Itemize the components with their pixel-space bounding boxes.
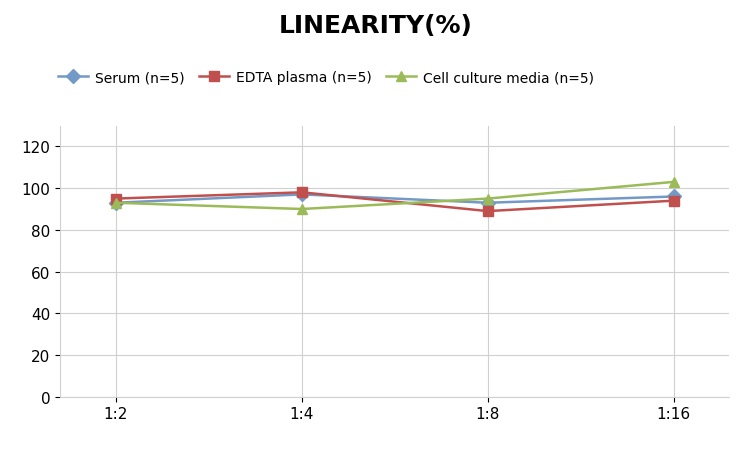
Serum (n=5): [669, 194, 678, 200]
Cell culture media (n=5): [669, 180, 678, 185]
Cell culture media (n=5): [297, 207, 306, 212]
Line: Serum (n=5): Serum (n=5): [111, 190, 678, 208]
Text: LINEARITY(%): LINEARITY(%): [279, 14, 473, 37]
EDTA plasma (n=5): [297, 190, 306, 196]
Cell culture media (n=5): [484, 197, 493, 202]
EDTA plasma (n=5): [484, 209, 493, 214]
Cell culture media (n=5): [111, 201, 120, 206]
Serum (n=5): [484, 201, 493, 206]
Legend: Serum (n=5), EDTA plasma (n=5), Cell culture media (n=5): Serum (n=5), EDTA plasma (n=5), Cell cul…: [52, 65, 600, 91]
Serum (n=5): [111, 201, 120, 206]
EDTA plasma (n=5): [111, 197, 120, 202]
Serum (n=5): [297, 192, 306, 198]
Line: Cell culture media (n=5): Cell culture media (n=5): [111, 178, 678, 214]
EDTA plasma (n=5): [669, 198, 678, 204]
Line: EDTA plasma (n=5): EDTA plasma (n=5): [111, 188, 678, 216]
